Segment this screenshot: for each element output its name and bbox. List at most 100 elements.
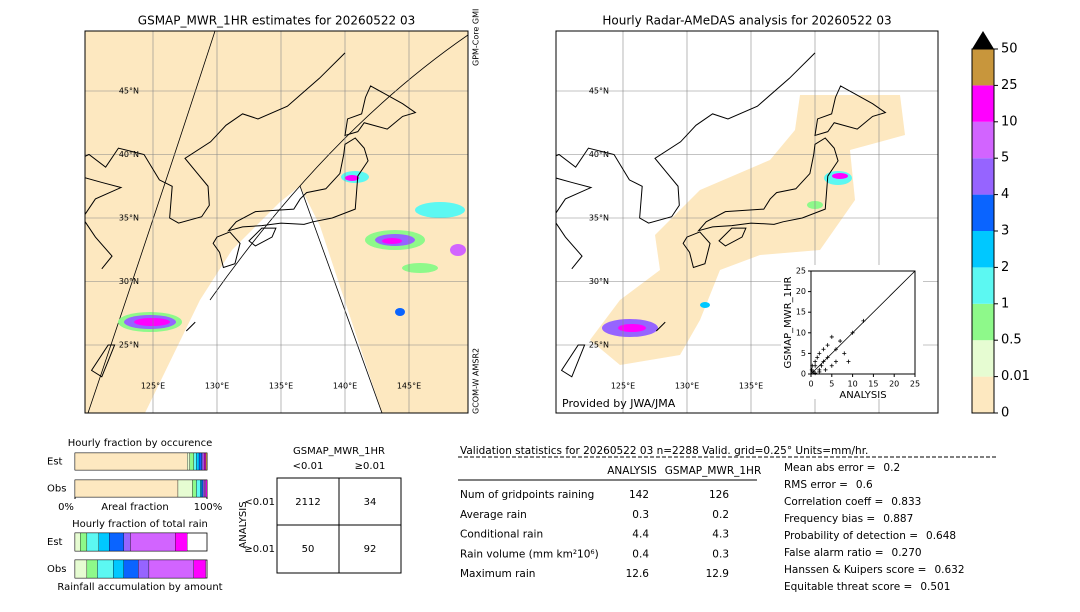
lon-label: 145°E bbox=[397, 382, 421, 391]
table-cell: 92 bbox=[364, 544, 377, 555]
x-axis-label: Rainfall accumulation by amount bbox=[57, 582, 222, 593]
bar-segment bbox=[202, 479, 205, 498]
bar-segment bbox=[148, 559, 194, 579]
lat-label: 40°N bbox=[119, 150, 139, 159]
bar-segment bbox=[201, 452, 204, 471]
stat-line: Correlation coeff = 0.833 bbox=[784, 496, 921, 508]
table-cell: 2112 bbox=[295, 497, 320, 508]
row-label: Obs bbox=[47, 564, 66, 575]
panel-title: Hourly fraction by occurence bbox=[68, 438, 212, 449]
x-tick-label: 20 bbox=[889, 380, 899, 389]
colorbar-band bbox=[972, 340, 994, 377]
lon-label: 125°E bbox=[141, 382, 165, 391]
table-cell: 34 bbox=[364, 497, 377, 508]
stat-label: False alarm ratio = bbox=[784, 547, 884, 559]
bar-segment bbox=[205, 452, 208, 471]
lon-label: 125°E bbox=[611, 382, 635, 391]
colorbar-label: 3 bbox=[1001, 224, 1009, 239]
y-tick-label: 20 bbox=[796, 287, 806, 296]
bar-segment bbox=[74, 559, 88, 579]
row-name: Maximum rain bbox=[460, 568, 535, 580]
lon-label: 130°E bbox=[205, 382, 229, 391]
row-name: Num of gridpoints raining bbox=[460, 489, 594, 501]
lat-label: 35°N bbox=[589, 214, 609, 223]
bar-segment bbox=[74, 479, 179, 498]
row-label: Est bbox=[47, 457, 63, 468]
table-title: GSMAP_MWR_1HR bbox=[293, 446, 385, 457]
colorbar-label: 50 bbox=[1001, 42, 1018, 57]
bar-segment bbox=[175, 532, 188, 552]
credit: Provided by JWA/JMA bbox=[562, 397, 676, 410]
column-header: GSMAP_MWR_1HR bbox=[665, 465, 761, 477]
stat-line: Equitable threat score = 0.501 bbox=[784, 581, 950, 593]
inset-frame bbox=[810, 270, 916, 375]
x-tick-label: 0% bbox=[58, 502, 74, 513]
row-header: <0.01 bbox=[244, 497, 275, 508]
lat-label: 45°N bbox=[119, 87, 139, 96]
stat-label: Mean abs error = bbox=[784, 462, 875, 474]
scatter-point bbox=[813, 371, 818, 376]
colorbar-band bbox=[972, 194, 994, 231]
row-header: ≥0.01 bbox=[244, 544, 275, 555]
scatter-point bbox=[821, 347, 826, 352]
stat-line: RMS error = 0.6 bbox=[784, 479, 873, 491]
scatter-point bbox=[817, 369, 822, 374]
stat-value: 0.833 bbox=[891, 496, 921, 508]
stat-label: Equitable threat score = bbox=[784, 581, 912, 593]
validation-header: Validation statistics for 20260522 03 n=… bbox=[460, 445, 868, 457]
bar-segment bbox=[80, 532, 88, 552]
scatter-point bbox=[838, 339, 843, 344]
bar-segment bbox=[177, 479, 193, 498]
bar-segment bbox=[205, 479, 208, 498]
scatter-point bbox=[829, 334, 834, 339]
stat-value: 0.887 bbox=[883, 513, 913, 525]
colorbar-label: 2 bbox=[1001, 260, 1009, 275]
lat-label: 30°N bbox=[589, 277, 609, 286]
scatter-point bbox=[850, 330, 855, 335]
scatter-point bbox=[833, 347, 838, 352]
row-value: 12.6 bbox=[626, 568, 650, 580]
scatter-point bbox=[842, 351, 847, 356]
stat-line: Hanssen & Kuipers score = 0.632 bbox=[784, 564, 965, 576]
y-tick-label: 5 bbox=[801, 349, 806, 358]
bar-segment bbox=[196, 452, 200, 471]
bar-segment bbox=[86, 559, 98, 579]
row-name: Rain volume (mm km²10⁶) bbox=[460, 548, 599, 560]
row-value: 0.3 bbox=[632, 509, 649, 521]
lon-label: 135°E bbox=[739, 382, 763, 391]
colorbar-band bbox=[972, 85, 994, 122]
lon-label: 140°E bbox=[333, 382, 357, 391]
diagonal bbox=[810, 270, 916, 375]
stat-label: Probability of detection = bbox=[784, 530, 918, 542]
map-frame bbox=[555, 30, 939, 414]
stat-line: Probability of detection = 0.648 bbox=[784, 530, 956, 542]
colorbar-label: 10 bbox=[1001, 114, 1018, 129]
side-label: GPM-Core GMI bbox=[472, 9, 481, 66]
colorbar-label: 25 bbox=[1001, 78, 1018, 93]
panel-title: Hourly fraction of total rain bbox=[72, 519, 208, 530]
row-axis-label: ANALYSIS bbox=[238, 501, 249, 548]
scatter-point bbox=[861, 318, 866, 323]
colorbar-label: 1 bbox=[1001, 296, 1009, 311]
lat-label: 30°N bbox=[119, 277, 139, 286]
map-title: Hourly Radar-AMeDAS analysis for 2026052… bbox=[602, 14, 891, 28]
scatter-point bbox=[813, 359, 818, 364]
bar-segment bbox=[109, 532, 124, 552]
row-label: Obs bbox=[47, 484, 66, 495]
bar-segment bbox=[189, 452, 194, 471]
lon-label: 130°E bbox=[675, 382, 699, 391]
lat-label: 25°N bbox=[589, 341, 609, 350]
x-tick-label: 25 bbox=[910, 380, 920, 389]
coastline bbox=[556, 52, 887, 378]
row-label: Est bbox=[47, 537, 63, 548]
stat-value: 0.648 bbox=[926, 530, 956, 542]
row-value: 0.4 bbox=[632, 548, 649, 560]
x-tick-label: 10 bbox=[848, 380, 858, 389]
y-axis-label: GSMAP_MWR_1HR bbox=[783, 277, 794, 369]
colorbar-band bbox=[972, 267, 994, 304]
x-tick-label: 100% bbox=[194, 502, 223, 513]
scatter-point bbox=[811, 369, 816, 374]
stat-line: Frequency bias = 0.887 bbox=[784, 513, 913, 525]
bar-segment bbox=[204, 479, 206, 498]
